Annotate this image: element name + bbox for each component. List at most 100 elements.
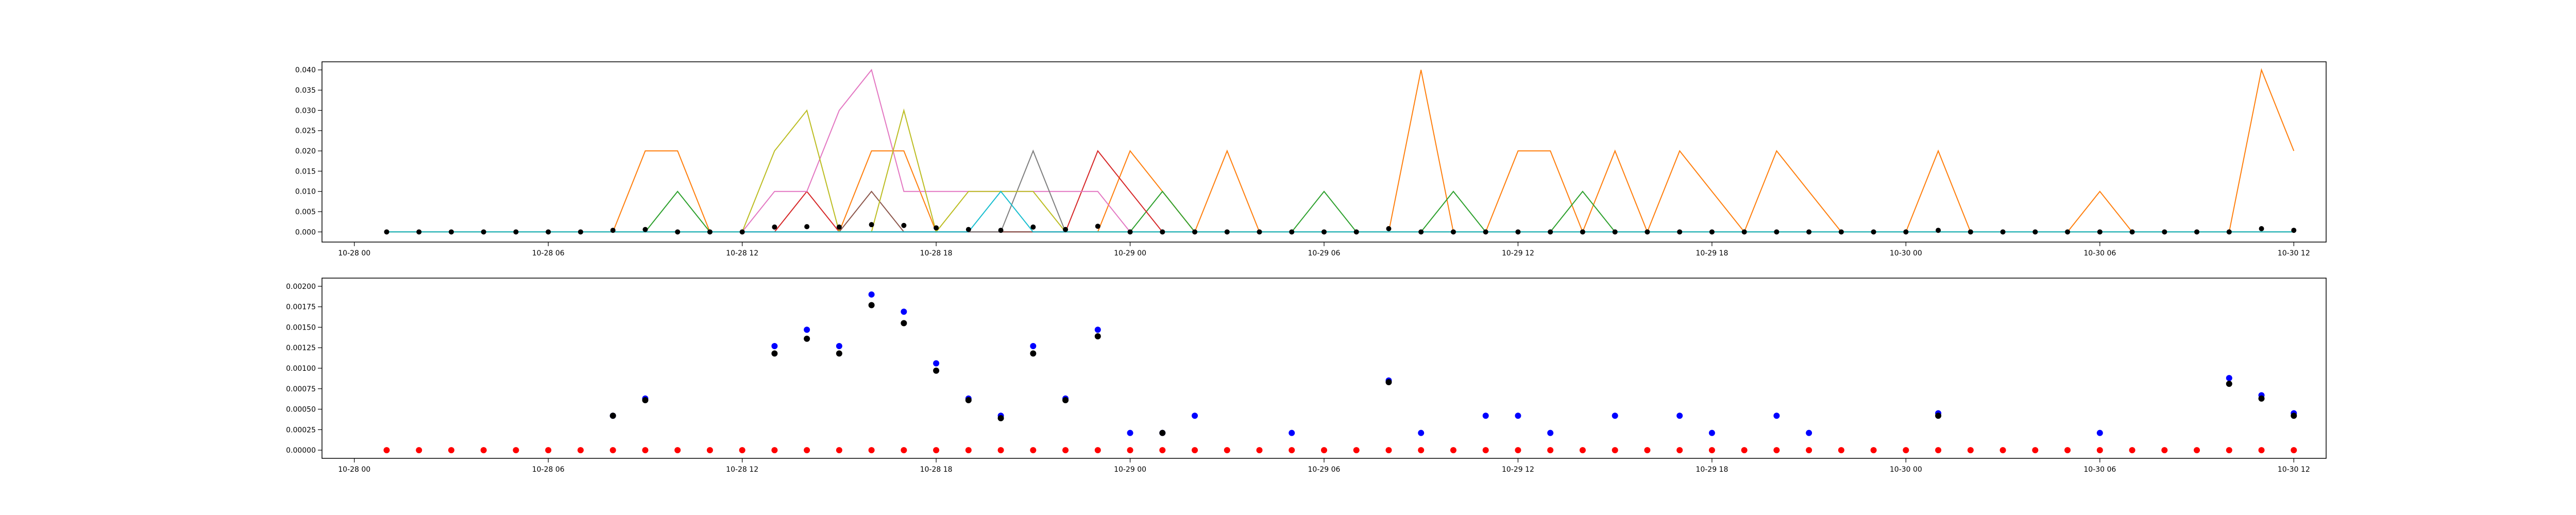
scatter-point-series-0 — [2226, 375, 2232, 382]
marker-point — [934, 225, 939, 231]
scatter-point-series-2 — [1159, 447, 1166, 454]
y-tick-label: 0.000 — [295, 228, 316, 236]
scatter-point-series-0 — [804, 327, 810, 333]
marker-point — [2162, 229, 2167, 235]
scatter-point-series-2 — [480, 447, 487, 454]
scatter-point-series-2 — [1385, 447, 1392, 454]
scatter-point-series-2 — [1127, 447, 1133, 454]
scatter-point-series-2 — [674, 447, 681, 454]
scatter-point-series-2 — [868, 447, 875, 454]
scatter-point-series-2 — [1838, 447, 1844, 454]
scatter-point-series-1 — [804, 335, 810, 342]
y-tick-label: 0.00100 — [286, 365, 316, 373]
scatter-point-series-2 — [1256, 447, 1263, 454]
marker-point — [1127, 229, 1133, 235]
marker-point — [1257, 229, 1262, 235]
scatter-point-series-1 — [771, 350, 778, 357]
marker-point — [513, 229, 519, 235]
scatter-point-series-2 — [2291, 447, 2297, 454]
marker-point — [448, 229, 454, 235]
y-tick-label: 0.00125 — [286, 344, 316, 352]
y-tick-label: 0.040 — [295, 66, 316, 75]
x-tick-label: 10-28 06 — [532, 249, 565, 258]
scatter-point-series-0 — [771, 343, 778, 350]
scatter-point-series-0 — [868, 291, 875, 298]
x-tick-label: 10-28 12 — [726, 249, 758, 258]
scatter-point-series-0 — [1030, 343, 1037, 350]
marker-point — [1741, 229, 1747, 235]
scatter-point-series-0 — [1515, 413, 1521, 419]
x-tick-label: 10-30 00 — [1890, 466, 1922, 474]
scatter-point-series-2 — [1450, 447, 1456, 454]
marker-point — [1030, 224, 1036, 230]
marker-point — [965, 227, 971, 232]
scatter-point-series-2 — [1515, 447, 1521, 454]
scatter-point-series-0 — [1094, 327, 1101, 333]
x-tick-label: 10-28 12 — [726, 466, 758, 474]
marker-point — [869, 222, 874, 228]
scatter-point-series-0 — [1708, 430, 1715, 436]
x-tick-label: 10-29 18 — [1696, 466, 1728, 474]
scatter-point-series-2 — [1903, 447, 1909, 454]
marker-point — [2000, 229, 2006, 235]
scatter-point-series-2 — [1708, 447, 1715, 454]
scatter-point-series-2 — [933, 447, 940, 454]
marker-point — [1063, 227, 1069, 232]
scatter-point-series-2 — [804, 447, 810, 454]
scatter-point-series-2 — [1870, 447, 1877, 454]
scatter-point-series-1 — [1385, 379, 1392, 386]
scatter-point-series-0 — [1547, 430, 1554, 436]
y-tick-label: 0.010 — [295, 188, 316, 196]
marker-point — [1903, 229, 1909, 235]
marker-point — [836, 224, 842, 230]
marker-point — [1968, 229, 1973, 235]
scatter-point-series-0 — [1418, 430, 1425, 436]
scatter-point-series-1 — [609, 413, 616, 419]
scatter-point-series-0 — [1192, 413, 1198, 419]
x-tick-label: 10-28 00 — [338, 466, 370, 474]
marker-point — [1936, 228, 1941, 233]
scatter-point-series-2 — [1321, 447, 1327, 454]
scatter-point-series-2 — [1030, 447, 1037, 454]
series-line-9 — [386, 191, 2294, 233]
scatter-point-series-1 — [2226, 381, 2232, 387]
scatter-point-series-2 — [2161, 447, 2168, 454]
marker-point — [1418, 229, 1424, 235]
scatter-point-series-2 — [1676, 447, 1683, 454]
scatter-point-series-1 — [836, 350, 842, 357]
x-tick-label: 10-30 12 — [2278, 466, 2310, 474]
x-tick-label: 10-28 06 — [532, 466, 565, 474]
scatter-point-series-2 — [771, 447, 778, 454]
marker-point — [1289, 229, 1295, 235]
marker-point — [1386, 226, 1392, 232]
x-tick-label: 10-29 12 — [1502, 466, 1534, 474]
scatter-point-series-2 — [2064, 447, 2071, 454]
scatter-point-series-2 — [2096, 447, 2103, 454]
scatter-point-series-2 — [1192, 447, 1198, 454]
scatter-point-series-0 — [836, 343, 842, 350]
marker-point — [1192, 229, 1198, 235]
x-tick-label: 10-30 00 — [1890, 249, 1922, 258]
scatter-point-series-2 — [577, 447, 584, 454]
x-tick-label: 10-29 18 — [1696, 249, 1728, 258]
scatter-point-series-0 — [1289, 430, 1295, 436]
scatter-point-series-2 — [2129, 447, 2136, 454]
y-tick-label: 0.025 — [295, 127, 316, 135]
x-tick-label: 10-28 00 — [338, 249, 370, 258]
scatter-point-series-2 — [2226, 447, 2232, 454]
marker-point — [675, 229, 681, 235]
scatter-point-series-2 — [545, 447, 552, 454]
marker-point — [1612, 229, 1618, 235]
marker-point — [610, 228, 616, 233]
x-tick-label: 10-29 06 — [1308, 249, 1341, 258]
scatter-point-series-2 — [1418, 447, 1425, 454]
scatter-point-series-1 — [933, 367, 940, 374]
marker-point — [1645, 229, 1650, 235]
scatter-point-series-1 — [997, 415, 1004, 422]
scatter-point-series-2 — [997, 447, 1004, 454]
y-tick-label: 0.00200 — [286, 283, 316, 291]
scatter-point-series-2 — [609, 447, 616, 454]
marker-point — [1353, 229, 1359, 235]
y-tick-label: 0.020 — [295, 147, 316, 156]
